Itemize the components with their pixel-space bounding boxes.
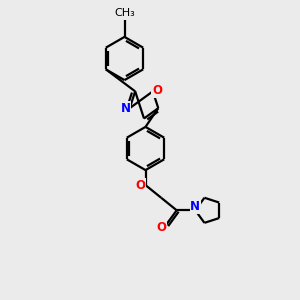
Text: O: O (135, 178, 146, 192)
Text: CH₃: CH₃ (114, 8, 135, 18)
Text: N: N (190, 200, 200, 213)
Text: O: O (152, 84, 162, 97)
Text: O: O (157, 221, 167, 234)
Text: N: N (121, 102, 130, 115)
